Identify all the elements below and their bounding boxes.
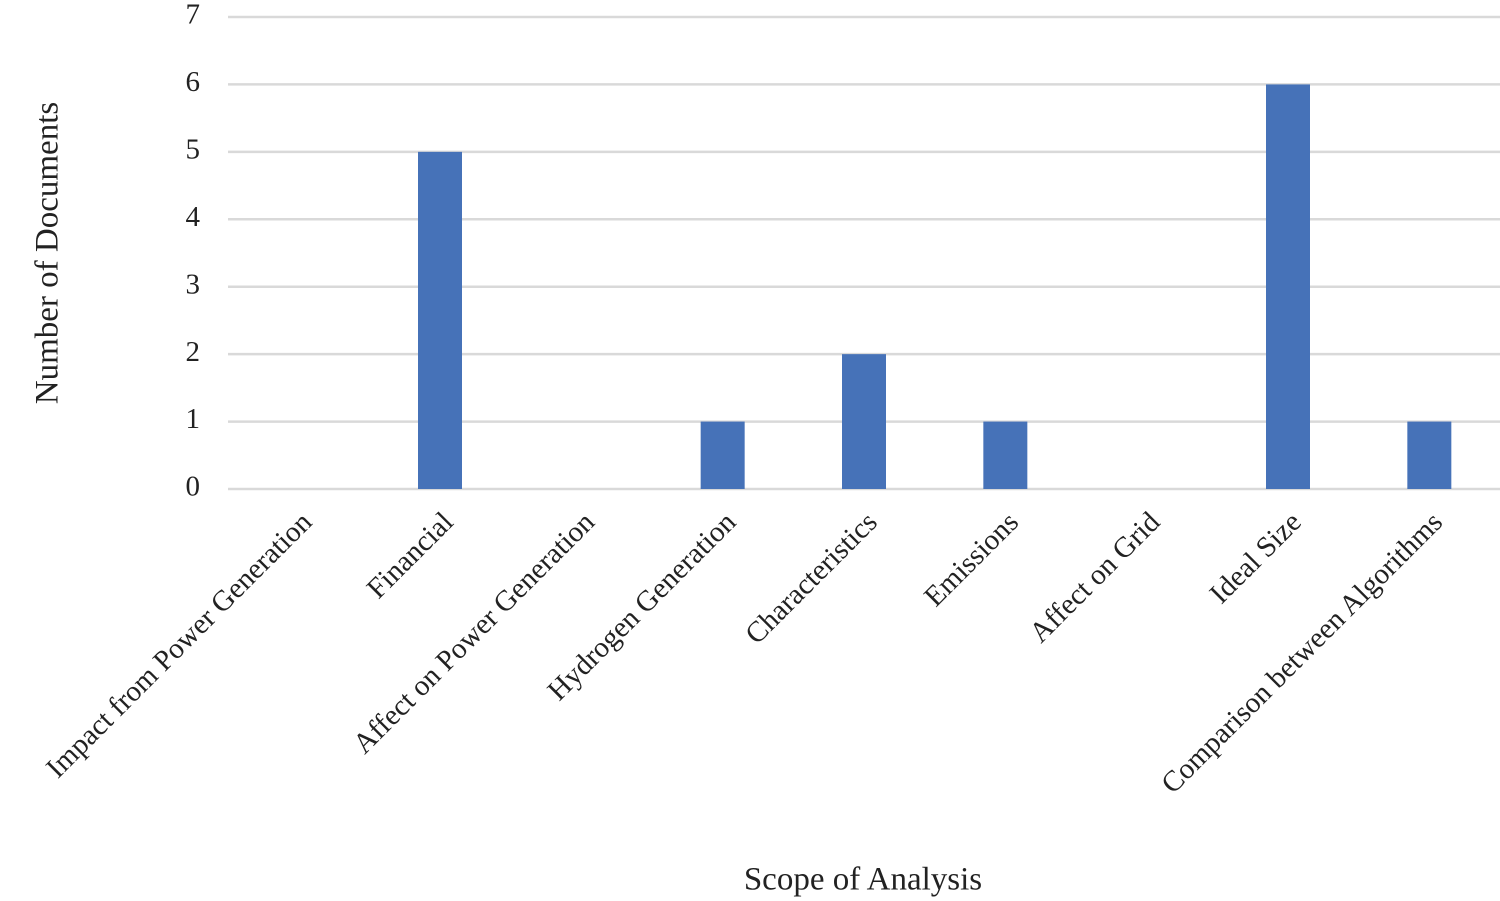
y-tick-label: 1 [186,403,201,435]
x-tick-label: Emissions [918,506,1025,613]
y-tick-label: 5 [186,134,201,166]
x-tick-label: Comparison between Algorithms [1155,506,1449,800]
x-tick-label: Ideal Size [1204,506,1308,610]
y-tick-label: 4 [186,201,201,233]
bar [700,421,745,489]
y-tick-label: 3 [186,268,201,300]
x-tick-label: Affect on Power Generation [347,506,601,760]
bar [418,151,462,489]
y-tick-label: 2 [186,336,201,368]
x-tick-label: Impact from Power Generation [40,506,319,785]
x-axis-title: Scope of Analysis [744,862,982,898]
bar [1407,421,1452,489]
y-axis-title: Number of Documents [30,102,66,404]
bar [983,421,1028,489]
bar [842,354,886,489]
x-tick-label: Affect on Grid [1023,506,1166,649]
y-tick-label: 6 [186,66,201,98]
y-tick-label: 0 [186,471,201,503]
y-tick-label: 7 [186,0,201,31]
bar [1266,84,1310,489]
x-tick-label: Characteristics [739,506,883,650]
x-tick-label: Financial [361,506,460,605]
